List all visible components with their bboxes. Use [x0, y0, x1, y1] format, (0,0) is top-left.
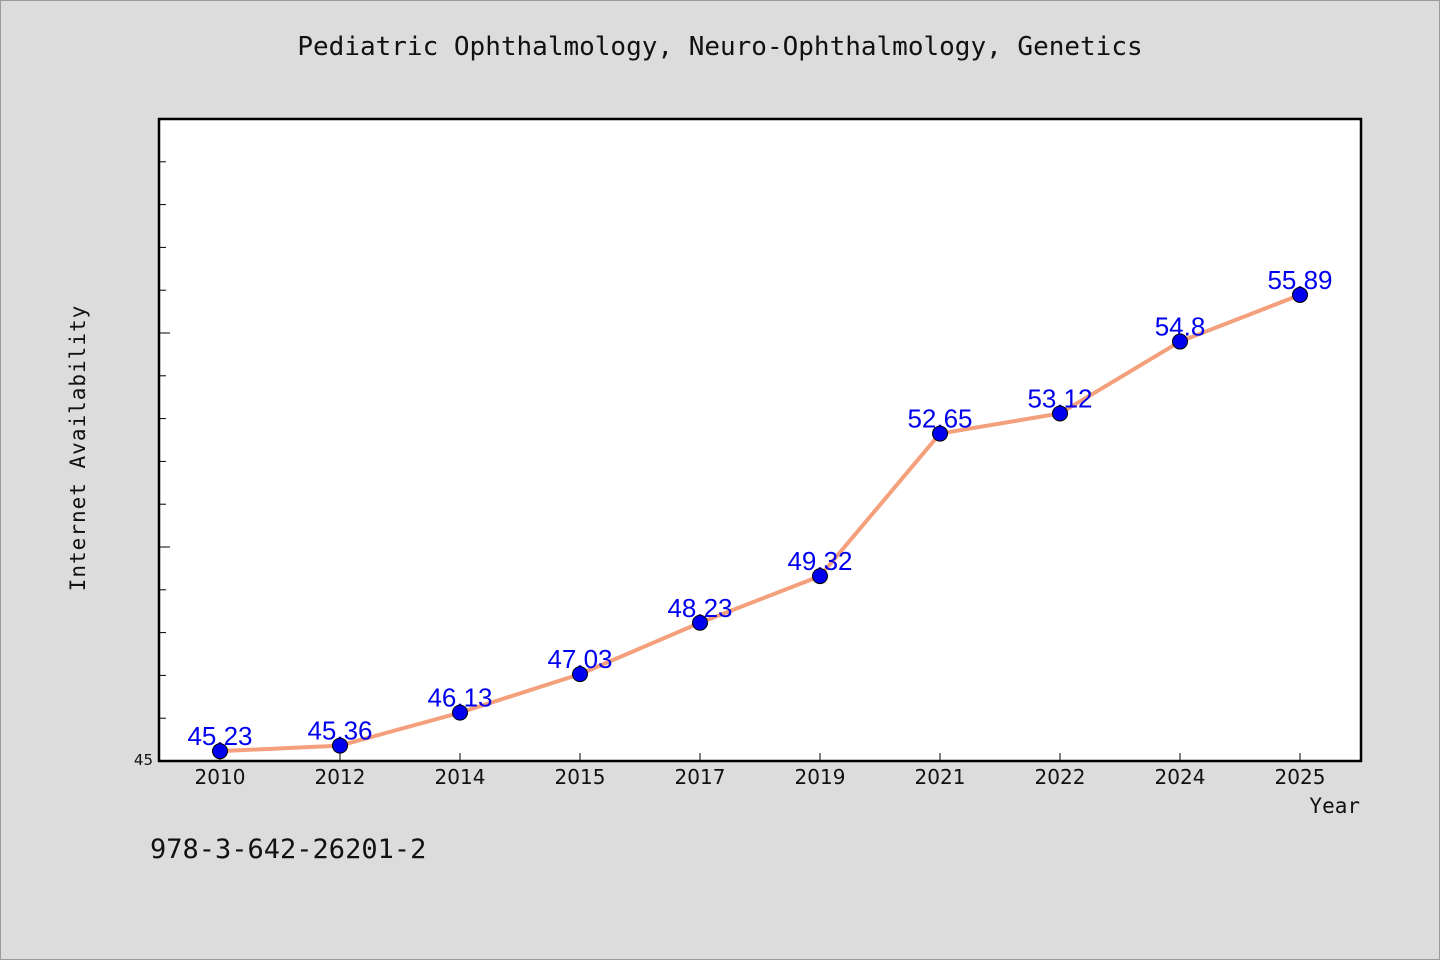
x-tick-label: 2014	[435, 765, 486, 789]
x-tick-label: 2021	[915, 765, 966, 789]
series-line	[218, 292, 1302, 754]
data-point	[572, 666, 588, 683]
x-tick-label: 2022	[1035, 765, 1086, 789]
data-point	[332, 737, 348, 754]
x-tick-label: 2019	[795, 765, 846, 789]
data-point	[812, 568, 828, 585]
data-point	[1292, 286, 1308, 303]
x-tick-label: 2017	[675, 765, 726, 789]
x-axis-title: Year	[1309, 794, 1360, 818]
data-point	[1052, 405, 1068, 422]
isbn-code: 978-3-642-26201-2	[150, 834, 427, 865]
x-tick-label: 2010	[195, 765, 246, 789]
x-tick-label: 2015	[555, 765, 606, 789]
data-point	[692, 614, 708, 631]
data-point	[212, 743, 228, 760]
chart-title: Pediatric Ophthalmology, Neuro-Ophthalmo…	[297, 32, 1143, 62]
y-tick-label: 45	[134, 751, 153, 769]
data-point	[1172, 333, 1188, 350]
x-tick-label: 2024	[1155, 765, 1206, 789]
x-tick-label: 2025	[1275, 765, 1326, 789]
data-point	[932, 425, 948, 442]
plot-area	[157, 117, 1363, 763]
data-point	[452, 704, 468, 721]
x-tick-label: 2012	[315, 765, 366, 789]
